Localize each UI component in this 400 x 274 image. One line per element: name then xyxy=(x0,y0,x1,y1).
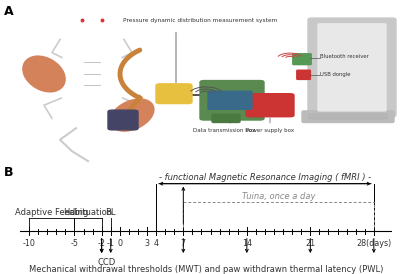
Text: -1: -1 xyxy=(107,239,115,248)
Ellipse shape xyxy=(23,56,65,92)
Ellipse shape xyxy=(60,31,124,127)
Text: -5: -5 xyxy=(70,239,78,248)
Ellipse shape xyxy=(122,110,182,153)
FancyBboxPatch shape xyxy=(208,91,252,109)
Ellipse shape xyxy=(64,6,80,17)
Text: 3: 3 xyxy=(144,239,150,248)
Text: 7: 7 xyxy=(181,239,186,248)
FancyBboxPatch shape xyxy=(297,70,310,79)
Text: 28(days): 28(days) xyxy=(356,239,392,248)
Text: A: A xyxy=(4,5,14,18)
Text: Power supply box: Power supply box xyxy=(246,128,294,133)
Text: 4: 4 xyxy=(154,239,158,248)
FancyBboxPatch shape xyxy=(318,24,386,111)
Text: Tuina, once a day: Tuina, once a day xyxy=(242,192,315,201)
Text: Data transmission box: Data transmission box xyxy=(193,128,255,133)
Text: B: B xyxy=(4,166,14,179)
FancyBboxPatch shape xyxy=(156,84,192,104)
Text: CCD: CCD xyxy=(97,258,115,267)
FancyBboxPatch shape xyxy=(200,81,264,120)
Text: 14: 14 xyxy=(242,239,252,248)
Ellipse shape xyxy=(104,6,120,17)
Text: USB dongle: USB dongle xyxy=(320,72,350,77)
Text: Habituation: Habituation xyxy=(64,208,113,217)
Text: -2: -2 xyxy=(98,239,106,248)
FancyBboxPatch shape xyxy=(293,54,311,65)
Text: Mechanical withdrawal thresholds (MWT) and paw withdrawn thermal latency (PWL): Mechanical withdrawal thresholds (MWT) a… xyxy=(29,264,383,273)
FancyBboxPatch shape xyxy=(302,111,394,122)
FancyBboxPatch shape xyxy=(108,110,138,130)
Text: 21: 21 xyxy=(305,239,316,248)
Text: 0: 0 xyxy=(117,239,122,248)
Text: - functional Magnetic Resonance Imaging ( fMRI ) -: - functional Magnetic Resonance Imaging … xyxy=(159,173,371,182)
Ellipse shape xyxy=(70,14,114,35)
FancyBboxPatch shape xyxy=(246,94,294,117)
Text: Pressure dynamic distribution measurement system: Pressure dynamic distribution measuremen… xyxy=(123,18,277,23)
Text: Bluetooth receiver: Bluetooth receiver xyxy=(320,54,369,59)
Text: BL: BL xyxy=(106,208,116,217)
Text: Adaptive Feeding: Adaptive Feeding xyxy=(15,208,88,217)
Ellipse shape xyxy=(0,67,41,114)
Text: -10: -10 xyxy=(23,239,36,248)
Ellipse shape xyxy=(110,99,154,131)
FancyBboxPatch shape xyxy=(308,18,396,117)
FancyBboxPatch shape xyxy=(212,114,240,122)
